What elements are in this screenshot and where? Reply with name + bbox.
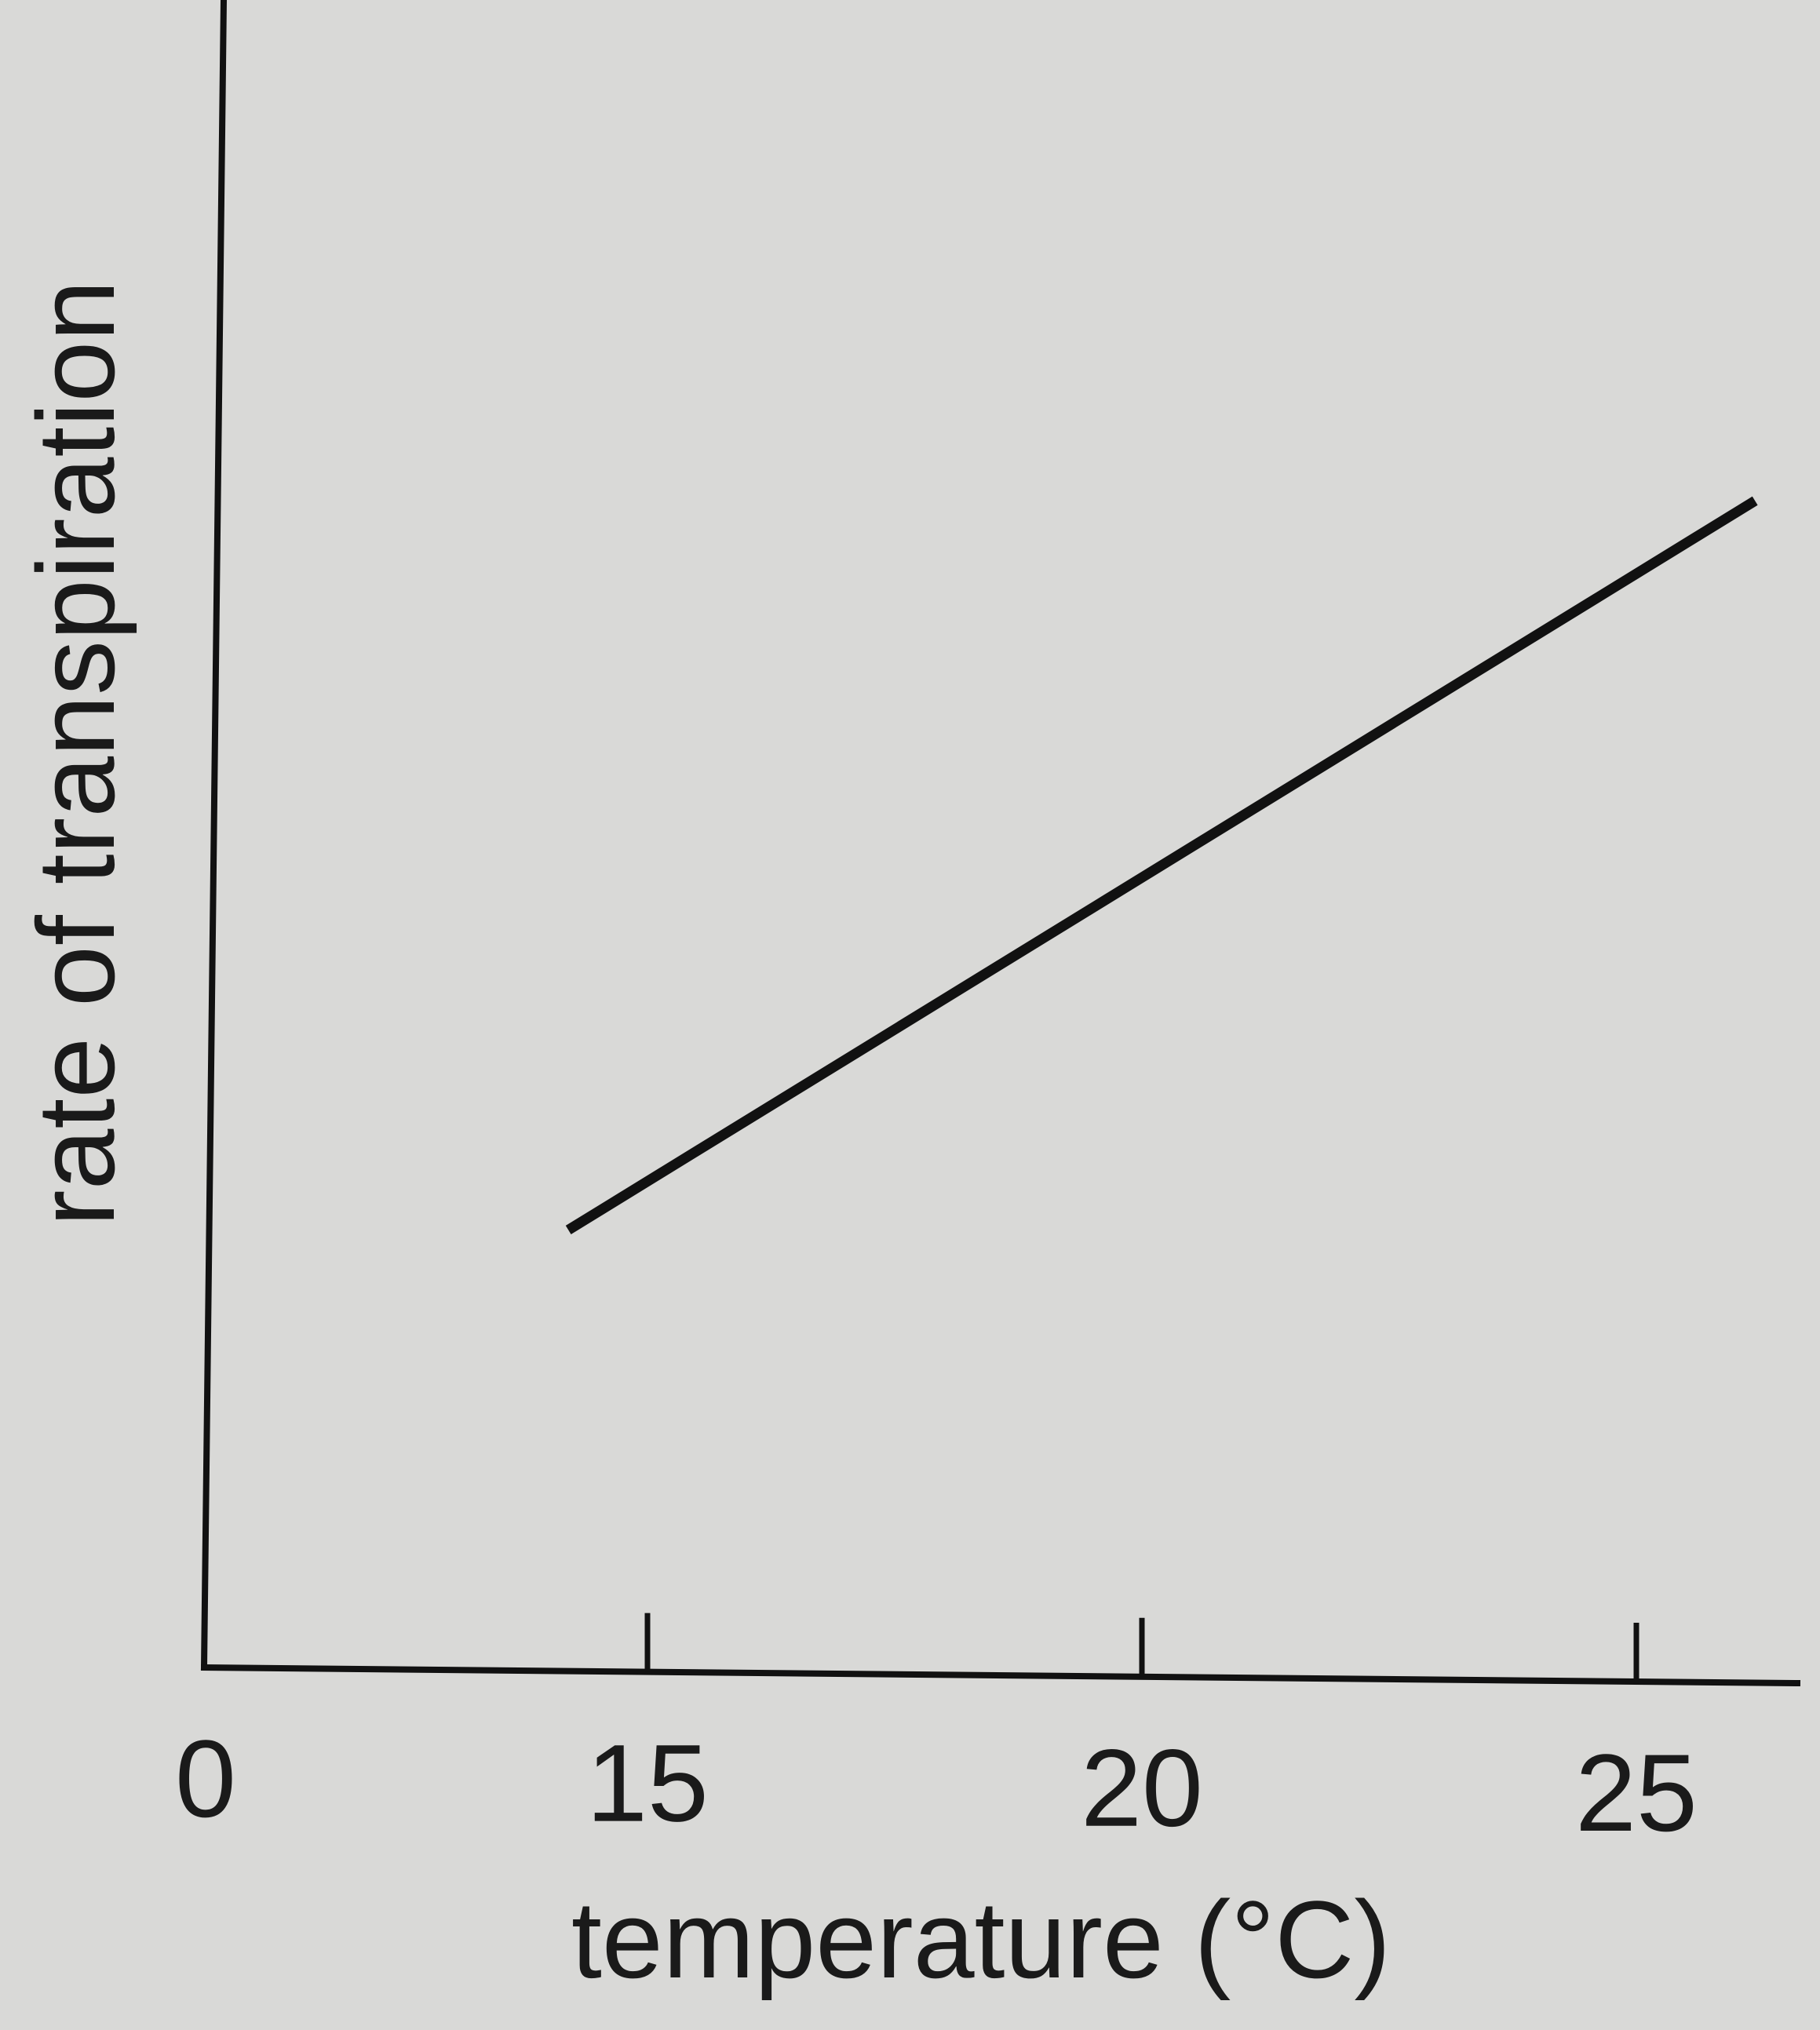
series-line-0	[565, 496, 1758, 1234]
series-layer	[565, 496, 1758, 1234]
x-axis-label: temperature (°C)	[571, 1878, 1391, 2001]
x-tick-label-20: 20	[1081, 1726, 1203, 1850]
y-axis-label: rate of transpiration	[14, 280, 137, 1226]
x-axis-line	[200, 1664, 1801, 1687]
x-tick-labels: 0 15 20 25	[175, 1717, 1698, 1854]
y-axis-line	[200, 0, 228, 1671]
x-ticks	[644, 1613, 1639, 1682]
x-tick-label-15: 15	[586, 1722, 709, 1845]
x-tick-label-25: 25	[1575, 1731, 1698, 1854]
x-tick-label-0: 0	[175, 1717, 236, 1840]
axes	[200, 0, 1801, 1687]
